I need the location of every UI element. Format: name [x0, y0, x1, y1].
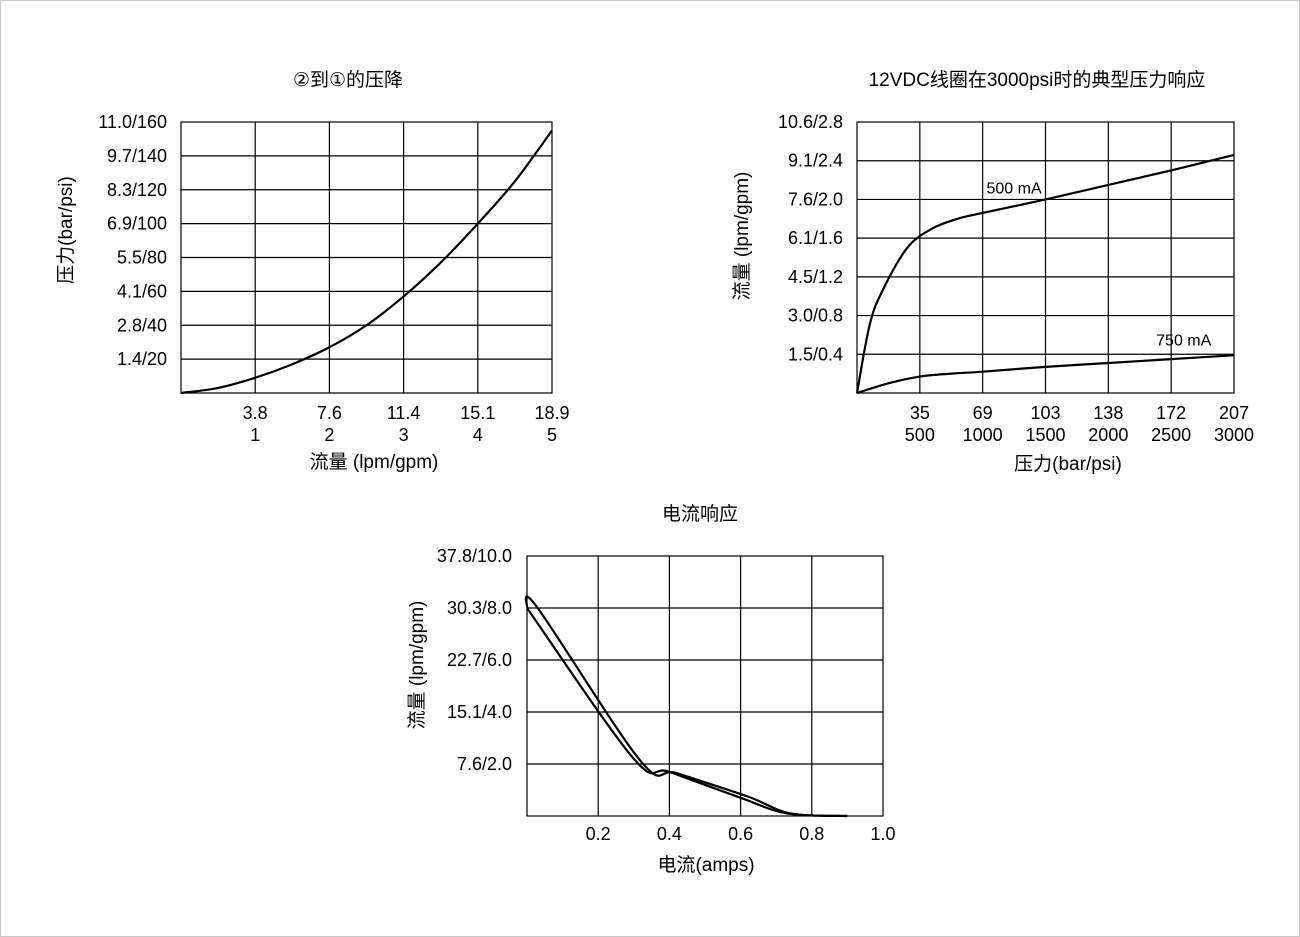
y-tick-label: 37.8/10.0: [437, 546, 512, 566]
x-tick-label-secondary: 2000: [1088, 425, 1128, 445]
y-tick-label: 15.1/4.0: [447, 702, 512, 722]
x-axis-label: 电流(amps): [657, 854, 754, 876]
x-tick-label: 69: [973, 403, 993, 423]
x-tick-label: 207: [1219, 403, 1249, 423]
y-tick-label: 4.1/60: [117, 281, 167, 301]
x-tick-label-secondary: 3: [399, 425, 409, 445]
y-tick-label: 6.9/100: [107, 214, 167, 234]
x-tick-label: 1.0: [870, 824, 895, 844]
x-tick-label: 0.8: [799, 824, 824, 844]
x-tick-label: 0.2: [586, 824, 611, 844]
x-tick-label-secondary: 1500: [1025, 425, 1065, 445]
x-tick-label-secondary: 2500: [1151, 425, 1191, 445]
series-line: [855, 153, 1235, 394]
x-tick-label: 172: [1156, 403, 1186, 423]
x-tick-label-secondary: 5: [547, 425, 557, 445]
x-tick-label: 18.9: [534, 403, 569, 423]
y-tick-label: 7.6/2.0: [457, 754, 512, 774]
chart-title: 12VDC线圈在3000psi时的典型压力响应: [869, 69, 1206, 91]
series-label: 750 mA: [1156, 332, 1211, 349]
x-tick-label: 0.6: [728, 824, 753, 844]
x-tick-label-secondary: 1: [250, 425, 260, 445]
y-tick-label: 5.5/80: [117, 248, 167, 268]
y-tick-label: 1.5/0.4: [788, 344, 843, 364]
series-label: 500 mA: [987, 180, 1042, 197]
y-tick-label: 10.6/2.8: [778, 112, 843, 132]
series-line: [180, 129, 553, 395]
series-line: [524, 595, 848, 818]
plot-area-frame: [526, 555, 884, 817]
x-tick-label: 35: [910, 403, 930, 423]
chart-title: 电流响应: [662, 503, 738, 525]
x-axis-label: 流量 (lpm/gpm): [310, 451, 439, 473]
y-tick-label: 9.7/140: [107, 146, 167, 166]
y-axis-label: 流量 (lpm/gpm): [731, 172, 753, 301]
x-axis-label: 压力(bar/psi): [1014, 453, 1122, 475]
y-tick-label: 3.0/0.8: [788, 306, 843, 326]
y-tick-label: 7.6/2.0: [788, 189, 843, 209]
chart-title: ②到①的压降: [293, 69, 403, 91]
x-tick-label-secondary: 1000: [963, 425, 1003, 445]
y-axis-label: 压力(bar/psi): [55, 176, 77, 284]
x-tick-label-secondary: 4: [473, 425, 483, 445]
y-tick-label: 6.1/1.6: [788, 228, 843, 248]
x-tick-label: 103: [1030, 403, 1060, 423]
x-tick-label-secondary: 500: [905, 425, 935, 445]
x-tick-label: 11.4: [387, 403, 421, 423]
series-line: [856, 354, 1235, 395]
y-tick-label: 9.1/2.4: [788, 151, 843, 171]
x-tick-label-secondary: 2: [324, 425, 334, 445]
y-tick-label: 22.7/6.0: [447, 650, 512, 670]
y-tick-label: 4.5/1.2: [788, 267, 843, 287]
x-tick-label: 138: [1093, 403, 1123, 423]
y-tick-label: 8.3/120: [107, 180, 167, 200]
y-tick-label: 30.3/8.0: [447, 598, 512, 618]
y-tick-label: 2.8/40: [117, 315, 167, 335]
x-tick-label: 15.1: [460, 403, 495, 423]
x-tick-label-secondary: 3000: [1214, 425, 1254, 445]
x-tick-label: 3.8: [243, 403, 268, 423]
y-tick-label: 1.4/20: [117, 349, 167, 369]
x-tick-label: 7.6: [317, 403, 342, 423]
x-tick-label: 0.4: [657, 824, 682, 844]
y-axis-label: 流量 (lpm/gpm): [406, 601, 428, 730]
y-tick-label: 11.0/160: [98, 112, 167, 132]
